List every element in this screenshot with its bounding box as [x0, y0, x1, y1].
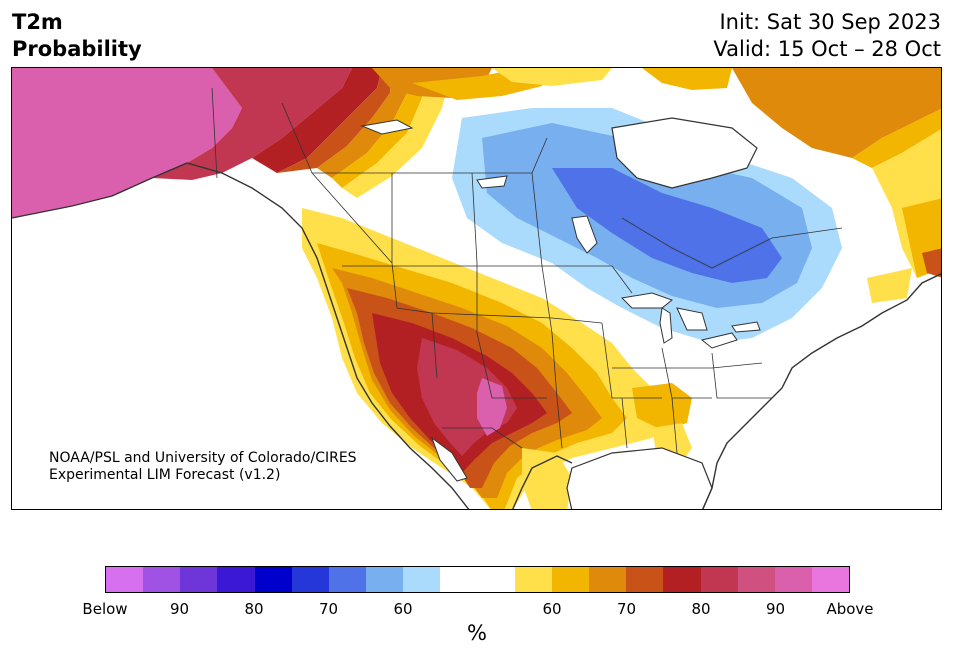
hudson-bay: [611, 117, 758, 189]
region-yukon-yellow: [342, 68, 452, 198]
colorbar-tick-label: 80: [691, 600, 711, 618]
probability-map: [11, 67, 942, 510]
colorbar-tick-label: Below: [82, 600, 128, 618]
region-novascotia-yellow: [867, 268, 912, 303]
gulf-of-california: [430, 436, 468, 482]
forecast-credit: NOAA/PSL and University of Colorado/CIRE…: [49, 450, 357, 484]
colorbar-cell: [217, 567, 255, 592]
lake-winnipeg: [571, 215, 598, 254]
region-alaska-red: [252, 68, 382, 173]
forecast-dates: Init: Sat 30 Sep 2023 Valid: 15 Oct – 28…: [713, 9, 941, 63]
region-southwest-pink: [477, 378, 507, 436]
great-lake-superior: [620, 292, 674, 309]
colorbar-cell: [440, 567, 478, 592]
colorbar-tick-label: 60: [542, 600, 562, 618]
region-arctic-yellow: [492, 68, 612, 86]
region-alaska-rose: [152, 68, 352, 180]
colorbar-tick-label: 80: [244, 600, 264, 618]
colorbar-cell: [366, 567, 404, 592]
colorbar-cell: [328, 567, 367, 592]
colorbar-cell: [291, 567, 329, 592]
great-slave-lake: [360, 119, 414, 135]
great-lake-ontario: [731, 321, 761, 333]
init-date: Init: Sat 30 Sep 2023: [719, 10, 941, 34]
map-canvas: [12, 68, 941, 509]
region-alaska-pink: [12, 68, 242, 218]
colorbar-cell: [774, 567, 812, 592]
colorbar-tick-label: 60: [393, 600, 413, 618]
colorbar-tick-label: 70: [318, 600, 339, 618]
region-baffin-orange: [732, 68, 941, 158]
colorbar-cell: [254, 567, 292, 592]
colorbar-unit-label: %: [467, 621, 487, 645]
map-title: T2m Probability: [12, 9, 142, 63]
credit-line-1: NOAA/PSL and University of Colorado/CIRE…: [49, 450, 357, 466]
region-southeast-gold: [632, 383, 692, 430]
colorbar-cell: [589, 567, 627, 592]
region-cold-dark: [552, 168, 782, 283]
colorbar-cell: [811, 567, 850, 592]
colorbar-cell: [403, 567, 441, 592]
region-yukon-rust: [277, 68, 392, 173]
colorbar-cell: [737, 567, 775, 592]
great-lake-huron: [676, 307, 708, 331]
region-mexico-yellow: [522, 448, 572, 509]
colorbar-cell: [106, 567, 144, 592]
colorbar-tick-label: Above: [826, 600, 874, 618]
colorbar-tick-label: 90: [169, 600, 190, 618]
title-line-1: T2m: [12, 10, 63, 34]
valid-period: Valid: 15 Oct – 28 Oct: [713, 37, 941, 61]
colorbar-cell: [180, 567, 218, 592]
coastline: [12, 162, 941, 509]
credit-line-2: Experimental LIM Forecast (v1.2): [49, 467, 281, 483]
colorbar-tick-label: 70: [616, 600, 637, 618]
colorbar-cell: [551, 567, 590, 592]
region-arctic-east-gold: [642, 68, 732, 90]
colorbar-cell: [477, 567, 515, 592]
probability-colorbar: [105, 566, 850, 593]
title-line-2: Probability: [12, 37, 142, 61]
colorbar-cell: [143, 567, 181, 592]
colorbar-cell: [663, 567, 701, 592]
region-newfoundland-rust: [922, 248, 941, 278]
colorbar-cell: [514, 567, 552, 592]
political-boundaries: [211, 87, 843, 454]
region-baffin-gold: [852, 108, 941, 168]
colorbar-cell: [700, 567, 738, 592]
colorbar-cell: [626, 567, 664, 592]
great-bear-lake: [476, 175, 508, 189]
colorbar-tick-label: 90: [765, 600, 786, 618]
great-lake-michigan: [659, 307, 673, 344]
great-lake-erie: [700, 332, 738, 349]
